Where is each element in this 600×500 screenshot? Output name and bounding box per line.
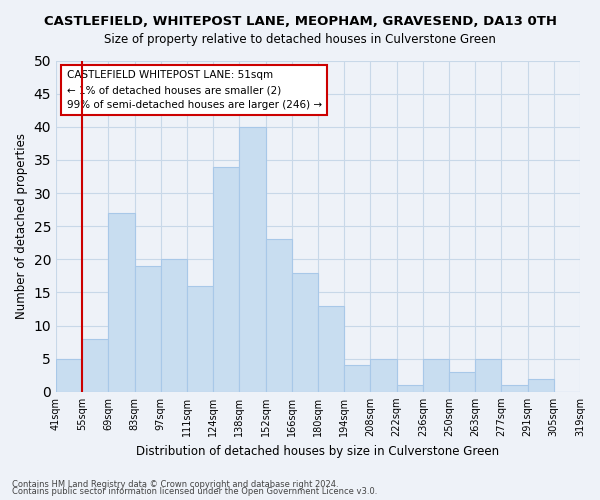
- Bar: [292, 272, 318, 392]
- Bar: [344, 366, 370, 392]
- Text: CASTLEFIELD WHITEPOST LANE: 51sqm
← 1% of detached houses are smaller (2)
99% of: CASTLEFIELD WHITEPOST LANE: 51sqm ← 1% o…: [67, 70, 322, 110]
- Bar: [370, 358, 397, 392]
- Bar: [397, 385, 423, 392]
- Bar: [502, 385, 527, 392]
- Bar: [266, 240, 292, 392]
- Bar: [527, 378, 554, 392]
- Bar: [134, 266, 161, 392]
- Bar: [82, 339, 109, 392]
- Bar: [56, 358, 82, 392]
- Bar: [187, 286, 213, 392]
- Bar: [213, 166, 239, 392]
- Text: Contains public sector information licensed under the Open Government Licence v3: Contains public sector information licen…: [12, 487, 377, 496]
- Bar: [475, 358, 502, 392]
- Bar: [449, 372, 475, 392]
- Bar: [109, 213, 134, 392]
- Bar: [161, 260, 187, 392]
- Bar: [239, 127, 266, 392]
- Y-axis label: Number of detached properties: Number of detached properties: [15, 133, 28, 319]
- Bar: [318, 306, 344, 392]
- Text: Size of property relative to detached houses in Culverstone Green: Size of property relative to detached ho…: [104, 32, 496, 46]
- Bar: [423, 358, 449, 392]
- Text: CASTLEFIELD, WHITEPOST LANE, MEOPHAM, GRAVESEND, DA13 0TH: CASTLEFIELD, WHITEPOST LANE, MEOPHAM, GR…: [44, 15, 557, 28]
- X-axis label: Distribution of detached houses by size in Culverstone Green: Distribution of detached houses by size …: [136, 444, 500, 458]
- Text: Contains HM Land Registry data © Crown copyright and database right 2024.: Contains HM Land Registry data © Crown c…: [12, 480, 338, 489]
